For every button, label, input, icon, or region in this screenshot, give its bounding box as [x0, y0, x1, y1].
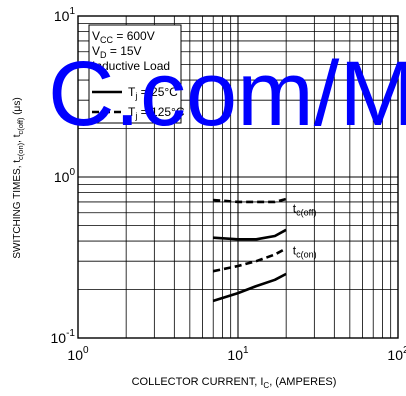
x-axis-tick-labels: 100 101 102: [67, 345, 406, 363]
curve-annotation: tc(on): [293, 244, 317, 260]
legend-label: Tj = 25°C: [128, 85, 178, 101]
conditions-box-border: [88, 24, 182, 124]
curve-annotation: tc(off): [293, 202, 317, 218]
series-line: [212, 272, 287, 303]
x-tick-label: 100: [67, 345, 89, 363]
watermark-text: C.com/M: [48, 43, 406, 145]
series-line: [213, 197, 287, 204]
y-tick-label: 100: [54, 167, 76, 185]
data-curves: [212, 197, 287, 303]
x-axis-label: COLLECTOR CURRENT, IC, (AMPERES): [132, 376, 337, 390]
condition-line: VD = 15V: [92, 44, 142, 60]
x-tick-label: 101: [227, 345, 249, 363]
plot-grid: [78, 16, 398, 338]
plot-frame: [77, 15, 399, 339]
condition-line: VCC = 600V: [92, 29, 155, 45]
condition-line: Inductive Load: [92, 59, 170, 73]
y-axis-label: SWITCHING TIMES, tc(on), tc(off) (μs): [12, 97, 25, 258]
x-tick-label: 102: [387, 345, 406, 363]
y-tick-label: 10-1: [51, 328, 76, 346]
series-line: [213, 228, 287, 241]
curve-annotations: tc(off) tc(on): [293, 202, 317, 260]
y-axis-tick-labels: 10-1 100 101: [51, 6, 76, 346]
series-line: [212, 247, 287, 273]
legend-label: Tj = 125°C: [128, 105, 185, 121]
y-tick-label: 101: [54, 6, 76, 24]
